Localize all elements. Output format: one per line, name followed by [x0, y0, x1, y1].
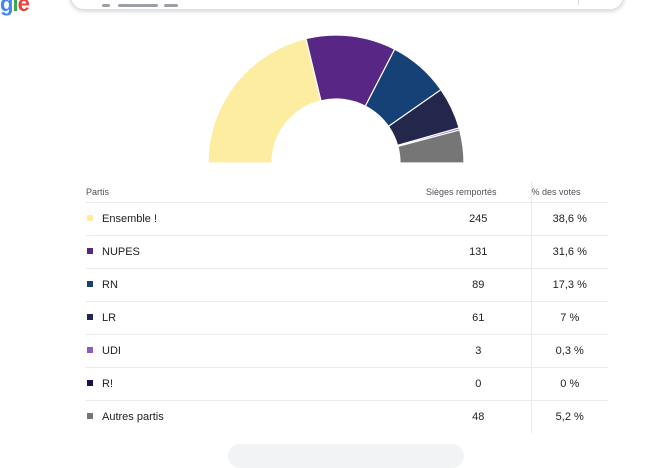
party-cell: LR [86, 301, 426, 335]
search-divider [578, 0, 579, 5]
more-button[interactable] [228, 444, 464, 468]
table-row: RN 89 17,3 % [86, 268, 608, 302]
seats-cell: 245 [426, 202, 532, 236]
google-logo[interactable]: gle [0, 0, 30, 16]
card-header-text [102, 4, 192, 14]
table-row: Autres partis 48 5,2 % [86, 400, 608, 434]
seats-cell: 48 [426, 400, 532, 433]
votes-cell: 0,3 % [531, 334, 608, 368]
party-cell: NUPES [86, 235, 426, 269]
header-seats: Sièges remportés [426, 181, 532, 203]
party-color-swatch [87, 248, 93, 255]
votes-cell: 5,2 % [555, 411, 584, 423]
party-name: NUPES [102, 246, 140, 258]
party-name: Ensemble ! [102, 213, 158, 225]
header-party: Partis [86, 181, 426, 203]
seats-cell: 131 [426, 235, 532, 269]
party-color-swatch [87, 215, 93, 222]
party-name: Autres partis [102, 411, 164, 423]
party-name: R! [102, 378, 113, 390]
votes-cell: 38,6 % [531, 202, 608, 236]
table-header-row: Partis Sièges remportés % des votes [86, 181, 608, 203]
party-cell: Autres partis [86, 401, 426, 434]
party-cell: UDI [86, 334, 426, 368]
table-row: LR 61 7 % [86, 301, 608, 335]
party-name: RN [102, 279, 118, 291]
table-row: Ensemble ! 245 38,6 % [86, 202, 608, 236]
table-row: NUPES 131 31,6 % [86, 235, 608, 269]
votes-cell: 31,6 % [531, 235, 608, 269]
seats-cell: 3 [426, 334, 532, 368]
seats-cell: 89 [426, 268, 532, 302]
party-color-swatch [87, 380, 93, 387]
seats-cell: 61 [426, 301, 532, 335]
party-cell: Ensemble ! [86, 202, 426, 236]
seats-cell: 0 [426, 367, 532, 401]
results-table: Partis Sièges remportés % des votes Ense… [86, 181, 608, 433]
party-name: LR [102, 312, 117, 324]
party-color-swatch [87, 281, 93, 288]
chart-slice-ensemble[interactable] [207, 37, 322, 164]
seat-chart [205, 32, 467, 164]
party-name: UDI [102, 345, 121, 357]
party-cell: R! [86, 367, 426, 401]
votes-cell: 7 % [531, 301, 608, 335]
table-row: R! 0 0 % [86, 367, 608, 401]
chart-slice-autres-partis[interactable] [397, 129, 465, 164]
seat-chart-svg [207, 34, 465, 164]
header-votes: % des votes [531, 181, 608, 203]
votes-cell: 0 % [531, 367, 608, 401]
party-color-swatch [87, 413, 93, 420]
votes-cell: 17,3 % [531, 268, 608, 302]
party-color-swatch [87, 314, 93, 321]
party-color-swatch [87, 347, 93, 354]
table-row: UDI 3 0,3 % [86, 334, 608, 368]
party-cell: RN [86, 268, 426, 302]
